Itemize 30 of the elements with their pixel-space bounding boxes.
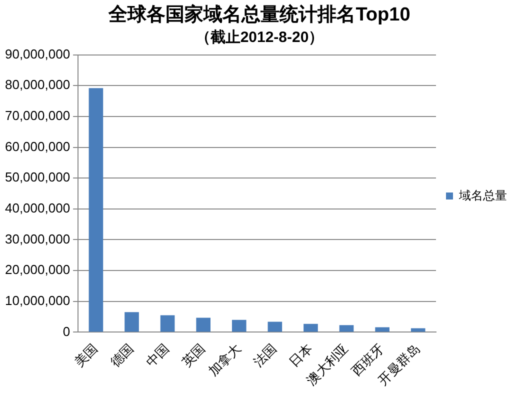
chart-title: 全球各国家域名总量统计排名Top10 bbox=[108, 4, 410, 26]
y-tick-label: 10,000,000 bbox=[4, 292, 70, 308]
bar bbox=[268, 322, 282, 332]
bar bbox=[339, 325, 354, 332]
chart-subtitle: （截止2012-8-20） bbox=[195, 28, 324, 46]
x-tick-label: 英国 bbox=[180, 341, 209, 370]
bar bbox=[375, 327, 390, 332]
y-tick-label: 0 bbox=[62, 324, 70, 339]
y-tick-label: 20,000,000 bbox=[4, 262, 70, 278]
bar bbox=[196, 318, 210, 332]
x-tick-label: 中国 bbox=[144, 341, 173, 370]
x-tick-label: 德国 bbox=[108, 341, 137, 370]
legend-label: 域名总量 bbox=[458, 188, 507, 202]
bar bbox=[304, 324, 318, 332]
y-tick-label: 90,000,000 bbox=[4, 46, 70, 62]
y-tick-label: 30,000,000 bbox=[4, 231, 70, 246]
bar bbox=[88, 88, 104, 332]
bar bbox=[410, 328, 426, 332]
x-tick-label: 加拿大 bbox=[206, 341, 244, 380]
y-tick-label: 80,000,000 bbox=[4, 77, 70, 92]
y-tick-label: 60,000,000 bbox=[4, 138, 70, 154]
y-tick-label: 40,000,000 bbox=[4, 200, 70, 216]
y-tick-label: 50,000,000 bbox=[4, 170, 70, 185]
bar bbox=[160, 315, 175, 332]
y-tick-label: 70,000,000 bbox=[4, 108, 70, 124]
bar bbox=[124, 312, 139, 332]
x-tick-label: 日本 bbox=[286, 341, 316, 370]
bar bbox=[232, 320, 246, 332]
x-tick-label: 美国 bbox=[71, 340, 102, 370]
x-tick-label: 法国 bbox=[251, 341, 280, 370]
